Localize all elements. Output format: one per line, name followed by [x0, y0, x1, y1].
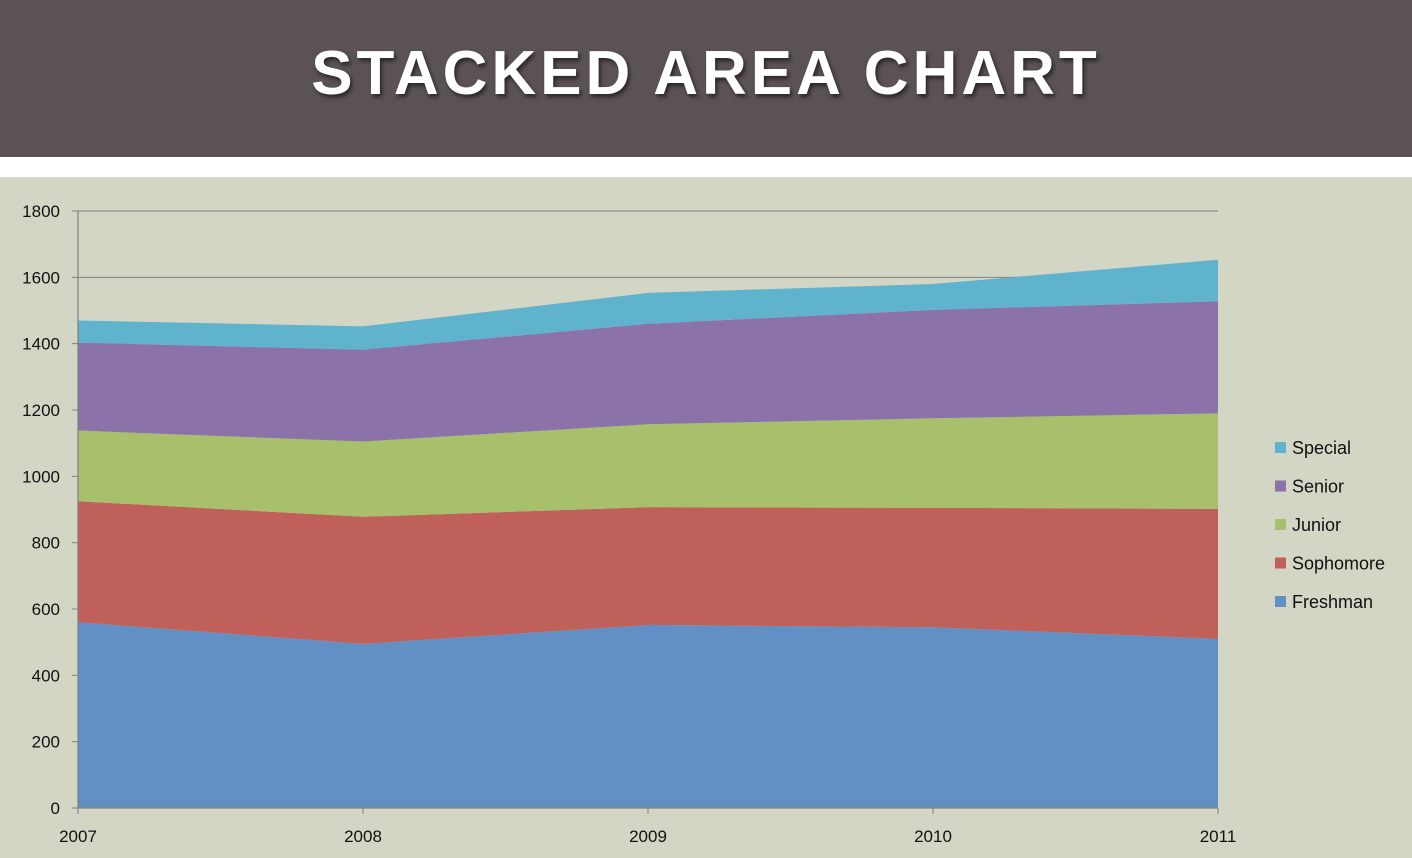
x-axis-ticks: 2007 2008 2009 2010 2011: [59, 808, 1236, 846]
header-separator: [0, 157, 1412, 177]
x-tick-label-2011: 2011: [1200, 827, 1237, 846]
area-junior: [78, 413, 1218, 517]
legend: Special Senior Junior Sophomore Freshman: [1275, 438, 1385, 612]
legend-swatch-senior: [1275, 480, 1286, 492]
area-series: [78, 259, 1218, 808]
y-tick-label-800: 800: [32, 534, 60, 553]
y-tick-label-200: 200: [32, 733, 60, 752]
legend-label-sophomore: Sophomore: [1292, 554, 1385, 574]
y-tick-label-400: 400: [32, 666, 60, 685]
title-bar: STACKED AREA CHART: [0, 0, 1412, 157]
y-tick-label-1600: 1600: [22, 268, 60, 287]
legend-swatch-junior: [1275, 519, 1286, 530]
page-title: STACKED AREA CHART: [311, 39, 1101, 108]
x-tick-label-2009: 2009: [629, 827, 667, 846]
x-tick-label-2007: 2007: [59, 827, 97, 846]
y-tick-label-1200: 1200: [22, 401, 60, 420]
y-tick-label-1800: 1800: [22, 202, 60, 221]
y-tick-label-600: 600: [32, 600, 60, 619]
legend-label-senior: Senior: [1292, 477, 1344, 497]
y-tick-label-0: 0: [51, 799, 60, 818]
area-freshman: [78, 622, 1218, 808]
legend-swatch-special: [1275, 442, 1286, 453]
legend-label-freshman: Freshman: [1292, 592, 1373, 612]
legend-label-special: Special: [1292, 438, 1351, 458]
area-senior: [78, 301, 1218, 442]
legend-label-junior: Junior: [1292, 515, 1341, 535]
legend-swatch-sophomore: [1275, 557, 1286, 569]
y-axis-ticks: 0 200 400 600 800 1000 1200 1400 1600 1800: [22, 202, 78, 818]
legend-swatch-freshman: [1275, 596, 1286, 607]
area-special: [78, 259, 1218, 350]
x-tick-label-2008: 2008: [344, 827, 382, 846]
y-tick-label-1000: 1000: [22, 467, 60, 486]
x-tick-label-2010: 2010: [914, 827, 952, 846]
area-sophomore: [78, 501, 1218, 644]
y-tick-label-1400: 1400: [22, 335, 60, 354]
